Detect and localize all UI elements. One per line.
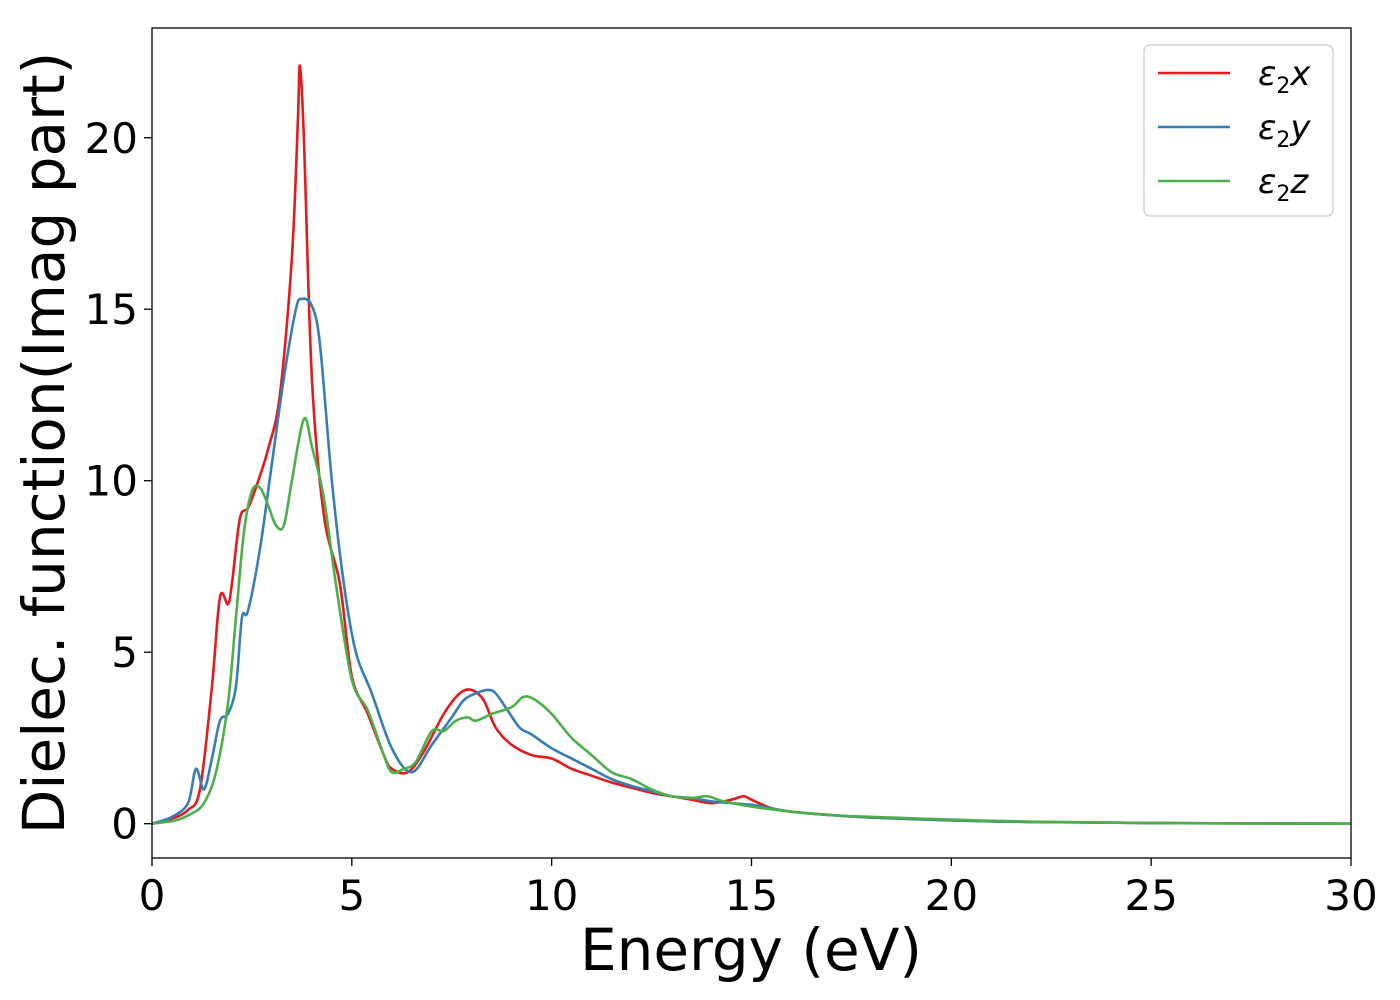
legend-label-2: ε2z: [1258, 162, 1309, 207]
y-tick-label: 20: [85, 114, 138, 163]
x-axis: 0 5 10 15 20 25 30: [139, 858, 1378, 920]
y-tick-label: 5: [111, 628, 138, 677]
y-tick-label: 10: [85, 457, 138, 506]
legend: ε2x ε2y ε2z: [1143, 44, 1334, 217]
y-axis: 0 5 10 15 20: [85, 114, 152, 849]
x-tick-label: 15: [725, 871, 778, 920]
y-tick-label: 0: [111, 800, 138, 849]
y-axis-label: Dielec. function(Imag part): [10, 52, 78, 835]
x-tick-label: 10: [525, 871, 578, 920]
x-tick-label: 30: [1324, 871, 1377, 920]
legend-label-0: ε2x: [1258, 54, 1311, 99]
legend-box: [1143, 44, 1334, 217]
x-tick-label: 20: [925, 871, 978, 920]
series-line-2: [151, 416, 1352, 825]
series-line-1: [151, 297, 1352, 825]
x-tick-label: 25: [1124, 871, 1177, 920]
y-tick-label: 15: [85, 285, 138, 334]
legend-label-1: ε2y: [1258, 108, 1311, 153]
x-tick-label: 0: [139, 871, 166, 920]
x-axis-label: Energy (eV): [580, 916, 922, 984]
series-layer: [151, 64, 1352, 825]
x-tick-label: 5: [338, 871, 365, 920]
